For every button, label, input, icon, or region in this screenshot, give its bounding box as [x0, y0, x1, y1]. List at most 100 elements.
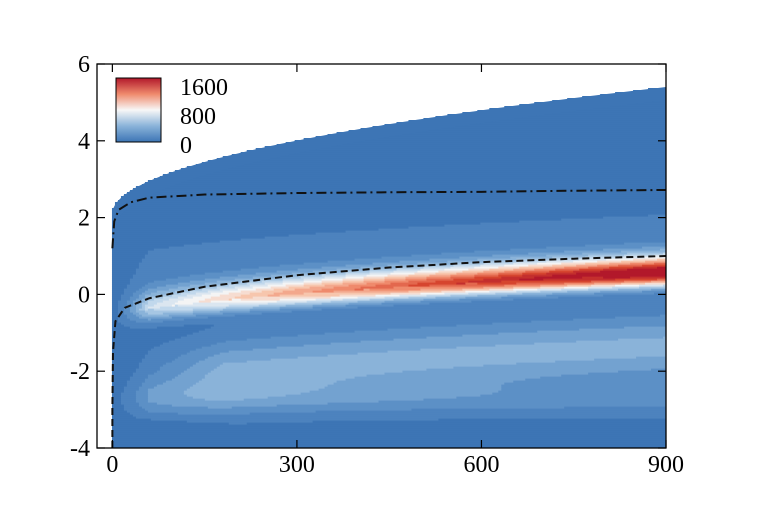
contour-cell: [444, 224, 666, 227]
contour-cell: [276, 300, 308, 303]
contour-cell: [111, 306, 119, 309]
contour-cell: [339, 294, 377, 297]
contour-cell: [252, 296, 332, 299]
contour-cell: [147, 288, 170, 291]
contour-cell: [534, 276, 583, 279]
contour-cell: [441, 290, 466, 293]
contour-cell: [219, 310, 251, 313]
contour-cell: [126, 382, 143, 385]
contour-cell: [450, 274, 475, 277]
contour-cell: [381, 256, 460, 259]
contour-cell: [111, 278, 131, 281]
contour-cell: [159, 306, 227, 309]
contour-cell: [522, 292, 553, 295]
contour-cell: [369, 268, 398, 271]
contour-cell: [129, 376, 149, 379]
contour-cell: [207, 372, 386, 375]
contour-cell: [111, 294, 122, 297]
contour-cell: [123, 288, 140, 291]
y-tick-label: 0: [78, 282, 90, 308]
contour-cell: [135, 270, 224, 273]
contour-cell: [513, 298, 666, 301]
contour-cell: [381, 302, 431, 305]
contour-cell: [450, 266, 475, 269]
contour-cell: [642, 246, 666, 249]
contour-cell: [234, 296, 254, 299]
contour-cell: [111, 398, 122, 401]
contour-cell: [117, 318, 131, 321]
contour-cell: [132, 188, 666, 191]
contour-cell: [120, 296, 131, 299]
contour-cell: [129, 412, 179, 415]
contour-cell: [126, 316, 140, 319]
contour-cell: [147, 394, 188, 397]
contour-cell: [393, 286, 484, 289]
contour-cell: [660, 248, 666, 251]
contour-cell: [132, 372, 155, 375]
contour-cell: [111, 358, 143, 361]
contour-cell: [228, 284, 251, 287]
contour-cell: [111, 382, 128, 385]
contour-cell: [624, 280, 652, 283]
contour-cell: [162, 174, 666, 177]
contour-cell: [534, 342, 666, 345]
contour-cell: [348, 302, 383, 305]
contour-cell: [555, 268, 580, 271]
contour-cell: [477, 282, 517, 285]
contour-cell: [411, 408, 666, 411]
contour-cell: [111, 336, 182, 339]
contour-cell: [336, 268, 371, 271]
contour-cell: [606, 258, 634, 261]
contour-cell: [255, 272, 293, 275]
contour-cell: [120, 394, 137, 397]
contour-cell: [153, 178, 666, 181]
contour-cell: [399, 260, 448, 263]
contour-cell: [147, 350, 191, 353]
contour-cell: [567, 284, 592, 287]
contour-cell: [111, 446, 666, 448]
contour-cell: [177, 304, 230, 307]
contour-cell: [195, 164, 666, 167]
y-tick-label: -2: [70, 359, 90, 385]
contour-cell: [123, 406, 143, 409]
contour-cell: [165, 380, 200, 383]
contour-cell: [135, 306, 143, 309]
contour-cell: [384, 278, 407, 281]
contour-cell: [111, 330, 200, 333]
contour-cell: [111, 334, 188, 337]
contour-cell: [144, 310, 194, 313]
contour-cell: [111, 414, 134, 417]
contour-cell: [177, 282, 206, 285]
contour-cell: [222, 156, 666, 159]
contour-cell: [393, 298, 425, 301]
contour-cell: [111, 220, 520, 223]
contour-cell: [384, 280, 410, 283]
contour-cell: [177, 356, 209, 359]
contour-cell: [504, 382, 666, 385]
contour-cell: [153, 308, 194, 311]
contour-cell: [267, 284, 287, 287]
contour-cell: [369, 288, 422, 291]
contour-cell: [219, 352, 359, 355]
contour-cell: [183, 298, 206, 301]
contour-cell: [507, 294, 547, 297]
contour-cell: [336, 132, 666, 135]
contour-cell: [345, 378, 526, 381]
contour-cell: [123, 404, 140, 407]
contour-cell: [312, 306, 359, 309]
contour-cell: [336, 380, 514, 383]
contour-cell: [189, 274, 239, 277]
contour-cell: [564, 286, 589, 289]
contour-cell: [111, 234, 290, 237]
contour-cell: [252, 306, 281, 309]
contour-cell: [300, 392, 493, 395]
contour-cell: [417, 262, 454, 265]
contour-cell: [177, 374, 206, 377]
contour-cell: [144, 284, 167, 287]
contour-cell: [258, 266, 323, 269]
contour-cell: [501, 386, 666, 389]
x-tick-label: 900: [648, 452, 684, 478]
contour-cell: [129, 308, 137, 311]
contour-cell: [111, 326, 131, 329]
contour-cell: [378, 228, 666, 231]
